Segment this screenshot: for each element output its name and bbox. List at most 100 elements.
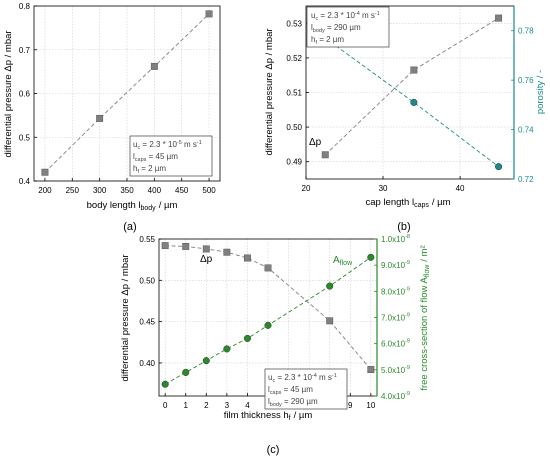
data-point bbox=[321, 151, 329, 159]
y-tick-label: 0.6 bbox=[19, 90, 31, 99]
x-tick-label: 350 bbox=[120, 186, 134, 195]
x-tick-label: 3 bbox=[225, 401, 230, 410]
trend-line-series-1 bbox=[324, 37, 499, 168]
x-tick-label: 200 bbox=[38, 186, 52, 195]
x-axis-label: film thickness hf / µm bbox=[224, 410, 313, 422]
info-box-frame bbox=[306, 6, 390, 48]
info-box: uc = 2.3 * 10-5 m s-1 lcaps = 45 µm hf =… bbox=[129, 135, 213, 177]
y-tick-label: 0.49 bbox=[286, 158, 302, 167]
trend-line-series-1 bbox=[164, 256, 372, 385]
series-label-dp: Δp bbox=[200, 254, 213, 265]
data-marks bbox=[41, 10, 213, 176]
panel-label: (c) bbox=[267, 444, 280, 456]
y2-ticks: 0.72 0.74 0.76 0.78 bbox=[511, 6, 534, 184]
y2-tick-label: 0.72 bbox=[518, 175, 534, 184]
data-point bbox=[205, 10, 213, 18]
trend-lines bbox=[164, 245, 372, 385]
x-tick-label: 300 bbox=[93, 186, 107, 195]
y-tick-label: 0.55 bbox=[139, 235, 155, 244]
x-tick-label: 30 bbox=[379, 184, 388, 193]
trend-line-series-0 bbox=[44, 13, 210, 173]
data-point bbox=[410, 66, 418, 74]
y-ticks: 0.4 0.5 0.6 0.7 0.8 bbox=[19, 2, 37, 186]
data-point bbox=[410, 98, 418, 106]
y-axis-label: differential pressure Δp / mbar bbox=[264, 28, 275, 155]
data-point bbox=[96, 114, 104, 122]
data-point bbox=[150, 62, 158, 70]
y2-tick-label: 0.76 bbox=[518, 76, 534, 85]
series-label-aflow: Aflow bbox=[333, 255, 353, 267]
x-tick-label: 1 bbox=[184, 401, 189, 410]
data-point bbox=[202, 357, 210, 365]
data-point bbox=[326, 317, 334, 325]
y2-tick-label: 7.0x10-9 bbox=[381, 313, 410, 323]
info-line-velocity: uc = 2.3 * 10-4 m s-1 bbox=[268, 373, 337, 384]
trend-lines bbox=[44, 13, 210, 173]
data-point bbox=[264, 321, 272, 329]
y2-tick-label: 0.74 bbox=[518, 126, 534, 135]
data-point bbox=[41, 168, 49, 176]
info-box: uc = 2.3 * 10-4 m s-1 lbody = 290 µm hf … bbox=[306, 6, 390, 48]
x-ticks: 200 250 300 350 400 450 500 bbox=[38, 178, 216, 195]
info-line-film: hf = 2 µm bbox=[311, 35, 344, 46]
info-line-body: lbody = 290 µm bbox=[268, 397, 318, 408]
info-line-body: lbody = 290 µm bbox=[311, 23, 361, 34]
data-point bbox=[264, 264, 272, 272]
y2-tick-label: 0.78 bbox=[518, 27, 534, 36]
y-axis-label: differential pressure Δp / mbar bbox=[3, 30, 14, 157]
y-tick-label: 0.4 bbox=[19, 177, 31, 186]
data-point bbox=[326, 282, 334, 290]
data-point bbox=[367, 366, 375, 374]
info-line-caps: lcaps = 45 µm bbox=[133, 152, 178, 163]
x-tick-label: 2 bbox=[204, 401, 209, 410]
data-point bbox=[243, 334, 251, 342]
info-line-film: hf = 2 µm bbox=[133, 164, 166, 175]
data-point bbox=[182, 368, 190, 377]
panel-label: (b) bbox=[397, 221, 410, 233]
x-tick-label: 20 bbox=[302, 184, 311, 193]
info-line-velocity: uc = 2.3 * 10-5 m s-1 bbox=[133, 140, 202, 151]
y-ticks: 0.49 0.50 0.51 0.52 0.53 bbox=[286, 19, 309, 167]
data-point bbox=[495, 163, 503, 171]
y-tick-label: 0.51 bbox=[286, 89, 302, 98]
y2-tick-label: 5.0x10-9 bbox=[381, 365, 410, 375]
panel-a: 200 250 300 350 400 450 500 0.4 0.5 0.6 0.7 0.8 di… bbox=[3, 2, 221, 233]
data-point bbox=[161, 380, 169, 388]
data-point bbox=[182, 242, 190, 250]
info-box-frame bbox=[129, 135, 213, 177]
y-tick-label: 0.50 bbox=[139, 276, 155, 285]
panel-b: 20 30 40 0.49 0.50 0.51 0.52 0.53 0.72 0.74 0.76… bbox=[264, 5, 546, 233]
y2-tick-label: 4.0x10-9 bbox=[381, 391, 410, 401]
data-point bbox=[161, 242, 169, 250]
info-line-caps: lcaps = 45 µm bbox=[268, 385, 313, 396]
y-ticks: 0.40 0.45 0.50 0.55 bbox=[139, 235, 162, 368]
x-tick-label: 4 bbox=[245, 401, 250, 410]
y-tick-label: 0.52 bbox=[286, 54, 302, 63]
x-axis-label: cap length lcaps / µm bbox=[365, 197, 450, 209]
y2-tick-label: 6.0x10-9 bbox=[381, 339, 410, 349]
y-tick-label: 0.40 bbox=[139, 359, 155, 368]
y2-tick-label: 1.0x10-8 bbox=[381, 234, 410, 244]
x-tick-label: 450 bbox=[175, 186, 189, 195]
panel-label: (a) bbox=[123, 221, 136, 233]
x-tick-label: 400 bbox=[148, 186, 162, 195]
y-tick-label: 0.50 bbox=[286, 123, 302, 132]
x-axis-label: body length lbody / µm bbox=[87, 200, 178, 212]
y-tick-label: 0.8 bbox=[19, 2, 31, 11]
y-tick-label: 0.5 bbox=[19, 133, 31, 142]
y-tick-label: 0.7 bbox=[19, 46, 31, 55]
y2-axis-label: free cross-section of flow Aflow/ m² bbox=[419, 245, 431, 390]
x-ticks: 20 30 40 bbox=[302, 176, 465, 193]
info-line-velocity: uc = 2.3 * 10-4 m s-1 bbox=[311, 11, 380, 22]
data-point bbox=[223, 248, 231, 256]
y-tick-label: 0.53 bbox=[286, 19, 302, 28]
x-tick-label: 250 bbox=[66, 186, 80, 195]
x-tick-label: 9 bbox=[348, 401, 353, 410]
trend-line-series-0 bbox=[324, 17, 499, 156]
data-point bbox=[243, 254, 251, 262]
y2-tick-label: 8.0x10-9 bbox=[381, 286, 410, 296]
data-point bbox=[367, 253, 375, 261]
data-point bbox=[495, 14, 503, 22]
x-tick-label: 500 bbox=[202, 186, 216, 195]
